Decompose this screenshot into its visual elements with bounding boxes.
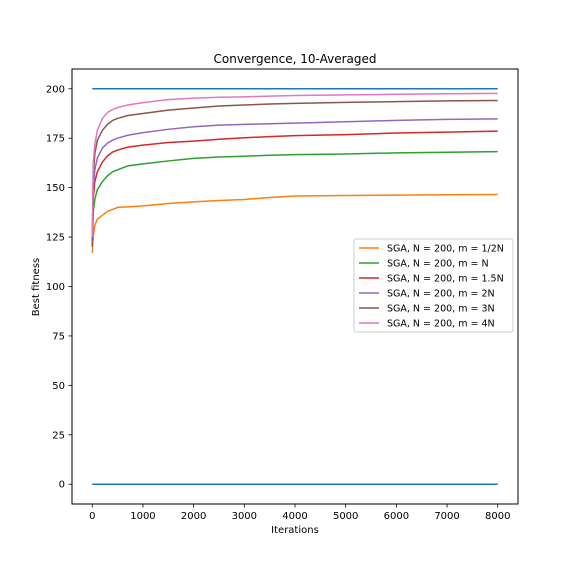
legend-label-3: SGA, N = 200, m = 1.5N — [387, 274, 504, 285]
x-tick-label: 6000 — [384, 511, 409, 522]
series-line-3 — [91, 130, 498, 245]
series-line-6 — [91, 92, 498, 238]
x-tick-label: 0 — [89, 511, 95, 522]
chart-title: Convergence, 10-Averaged — [214, 52, 377, 66]
legend-box — [353, 238, 514, 333]
y-tick-label: 175 — [46, 134, 65, 145]
legend-label-1: SGA, N = 200, m = 1/2N — [387, 244, 504, 255]
y-tick-label: 200 — [46, 84, 65, 95]
y-tick-label: 150 — [46, 183, 65, 194]
y-tick-label: 125 — [46, 233, 65, 244]
y-tick-label: 75 — [52, 331, 65, 342]
legend: SGA, N = 200, m = 1/2N SGA, N = 200, m = … — [353, 238, 514, 333]
x-tick-label: 7000 — [434, 511, 459, 522]
y-tick-label: 100 — [46, 282, 65, 293]
y-tick-label: 25 — [52, 430, 65, 441]
x-axis: 0 1000 2000 3000 4000 5000 6000 7000 8000 — [89, 504, 510, 522]
x-tick-label: 4000 — [282, 511, 307, 522]
series-line-1 — [91, 193, 498, 253]
series-line-5 — [91, 99, 498, 242]
legend-label-4: SGA, N = 200, m = 2N — [387, 289, 495, 300]
legend-label-2: SGA, N = 200, m = N — [387, 259, 489, 270]
plot-area — [91, 88, 498, 485]
legend-label-5: SGA, N = 200, m = 3N — [387, 304, 495, 315]
series-line-4 — [91, 118, 498, 244]
y-tick-label: 0 — [59, 480, 65, 491]
series-line-2 — [91, 150, 498, 247]
x-tick-label: 8000 — [485, 511, 510, 522]
x-tick-label: 1000 — [130, 511, 155, 522]
x-tick-label: 2000 — [181, 511, 206, 522]
y-axis: 0 25 50 75 100 125 150 175 200 — [46, 84, 72, 491]
legend-label-6: SGA, N = 200, m = 4N — [387, 319, 495, 330]
x-axis-label: Iterations — [271, 525, 319, 536]
y-tick-label: 50 — [52, 381, 65, 392]
x-tick-label: 3000 — [232, 511, 257, 522]
y-axis-label: Best fitness — [31, 258, 42, 316]
x-tick-label: 5000 — [333, 511, 358, 522]
